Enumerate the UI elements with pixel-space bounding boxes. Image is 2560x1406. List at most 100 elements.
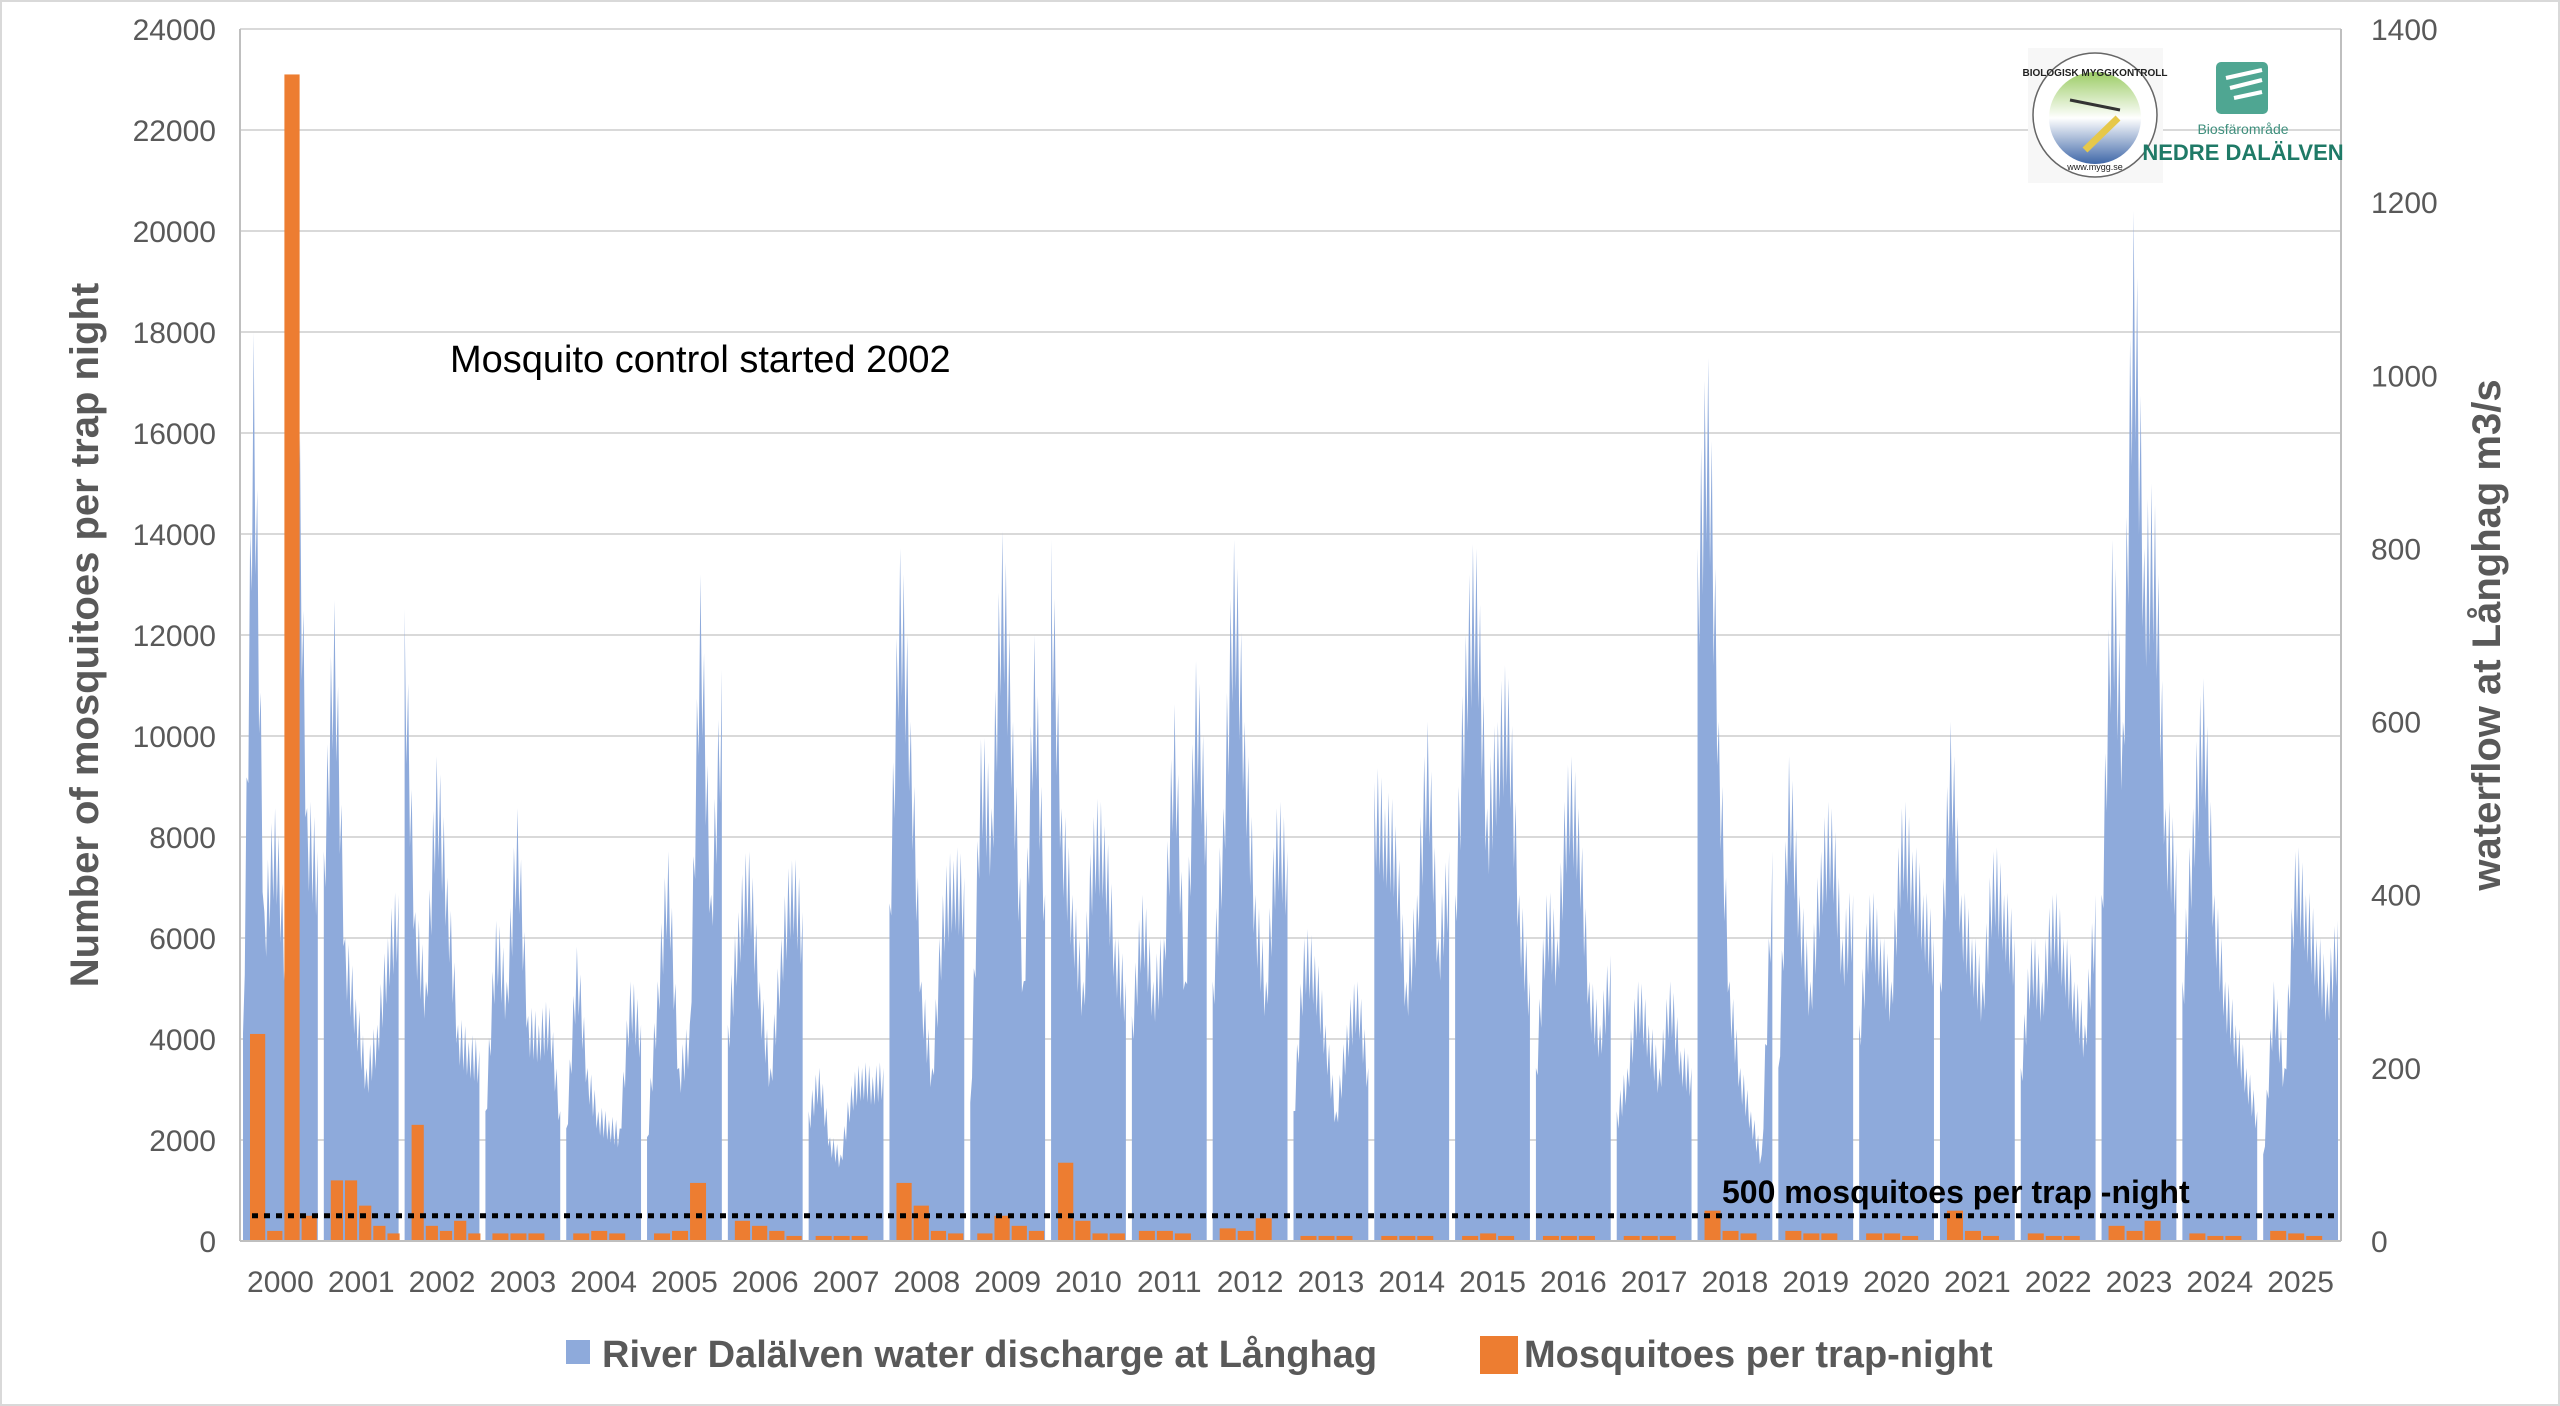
mosquito-bar [1542, 1235, 1559, 1241]
mosquito-bar [977, 1233, 993, 1241]
mosquito-bar [1866, 1233, 1883, 1241]
x-tick-label: 2000 [247, 1266, 314, 1299]
mosquito-bar [1219, 1228, 1236, 1241]
mosquito-bar [344, 1180, 358, 1241]
mosquito-bar [2027, 1233, 2044, 1241]
mosquito-bar [1156, 1230, 1173, 1241]
annotation-control-start: Mosquito control started 2002 [450, 339, 951, 381]
mosquito-bar [1138, 1230, 1155, 1241]
mosquito-bar [1399, 1235, 1416, 1241]
logo-text: BIOLOGISK MYGGKONTROLL [2023, 68, 2168, 79]
x-tick-label: 2014 [1378, 1266, 1445, 1299]
x-tick-label: 2009 [974, 1266, 1041, 1299]
mosquito-bar [2126, 1230, 2143, 1241]
left-axis-title: Number of mosquitoes per trap night [63, 283, 107, 987]
legend-label-discharge: River Dalälven water discharge at Långha… [602, 1334, 1377, 1376]
left-tick-label: 0 [199, 1226, 216, 1259]
mosquito-bar [1318, 1235, 1335, 1241]
discharge-area [2101, 210, 2177, 1241]
left-tick-label: 14000 [133, 519, 216, 552]
mosquito-series [250, 74, 2323, 1242]
x-tick-label: 2004 [570, 1266, 637, 1299]
x-tick-label: 2023 [2106, 1266, 2173, 1299]
mosquito-bar [1028, 1230, 1045, 1241]
x-tick-label: 2006 [732, 1266, 799, 1299]
x-tick-label: 2010 [1055, 1266, 1122, 1299]
mosquito-bar [1498, 1235, 1515, 1241]
discharge-area [889, 548, 965, 1241]
right-tick-label: 400 [2371, 880, 2421, 913]
left-tick-label: 6000 [149, 923, 216, 956]
x-tick-label: 2005 [651, 1266, 718, 1299]
mosquito-bar [2045, 1235, 2062, 1241]
mosquito-bar [1982, 1235, 1999, 1241]
left-tick-label: 10000 [133, 721, 216, 754]
discharge-area [1697, 357, 1773, 1241]
left-tick-label: 16000 [133, 418, 216, 451]
right-tick-label: 1200 [2371, 187, 2438, 220]
mosquito-bar [492, 1233, 509, 1241]
logo-biologisk-myggkontroll: BIOLOGISK MYGGKONTROLL www.mygg.se [2023, 48, 2168, 183]
left-tick-label: 18000 [133, 317, 216, 350]
mosquito-bar [468, 1233, 481, 1241]
right-tick-label: 1400 [2371, 14, 2438, 47]
legend-swatch-discharge [566, 1340, 590, 1364]
discharge-area [566, 946, 642, 1241]
discharge-area [1535, 756, 1611, 1241]
mosquito-bar [591, 1230, 608, 1241]
discharge-area [1131, 660, 1207, 1241]
mosquito-bar [2207, 1235, 2224, 1241]
mosquito-bar [2225, 1235, 2242, 1241]
mosquito-bar [1578, 1235, 1595, 1241]
mosquito-bar [1075, 1220, 1091, 1241]
right-axis-title: waterflow at Långhag m3/s [2465, 379, 2509, 891]
mosquito-bar [1255, 1218, 1272, 1241]
discharge-area [404, 609, 480, 1241]
discharge-area [1939, 721, 2015, 1241]
mosquito-bar [1109, 1233, 1125, 1241]
mosquito-bar [1785, 1230, 1802, 1241]
logo-url: www.mygg.se [2066, 162, 2123, 172]
left-tick-label: 2000 [149, 1125, 216, 1158]
mosquito-bar [1803, 1233, 1820, 1241]
mosquito-bar [1417, 1235, 1434, 1241]
mosquito-bar [573, 1233, 590, 1241]
logo-small-text: Biosfärområde [2197, 121, 2288, 137]
mosquito-bar [815, 1235, 832, 1241]
left-tick-label: 24000 [133, 14, 216, 47]
mosquito-bar [913, 1205, 929, 1241]
mosquito-bar [654, 1233, 671, 1241]
x-tick-label: 2019 [1782, 1266, 1849, 1299]
x-tick-label: 2002 [409, 1266, 476, 1299]
x-tick-label: 2013 [1298, 1266, 1365, 1299]
mosquito-bar [387, 1233, 400, 1241]
mosquito-bar [1381, 1235, 1398, 1241]
mosquito-bar [510, 1233, 527, 1241]
x-tick-label: 2022 [2025, 1266, 2092, 1299]
mosquito-bar [1300, 1235, 1317, 1241]
mosquito-bar [411, 1124, 424, 1241]
mosquito-bar [1011, 1225, 1027, 1241]
mosquito-bar [896, 1182, 912, 1241]
x-tick-label: 2021 [1944, 1266, 2011, 1299]
mosquito-bar [2108, 1225, 2125, 1241]
mosquito-bar [1480, 1233, 1497, 1241]
x-tick-label: 2008 [893, 1266, 960, 1299]
discharge-area [1051, 539, 1126, 1241]
discharge-area [323, 600, 399, 1241]
right-tick-label: 200 [2371, 1053, 2421, 1086]
mosquito-bar [267, 1230, 283, 1241]
mosquito-bar [1462, 1235, 1479, 1241]
mosquito-bar [851, 1235, 868, 1241]
mosquito-bar [1641, 1235, 1658, 1241]
threshold-label: 500 mosquitoes per trap -night [1722, 1174, 2190, 1210]
mosquito-bar [930, 1230, 947, 1241]
x-tick-label: 2011 [1137, 1266, 1202, 1299]
discharge-area [2020, 892, 2096, 1241]
mosquito-bar [528, 1233, 545, 1241]
mosquito-bar [994, 1215, 1010, 1241]
x-tick-label: 2001 [328, 1266, 395, 1299]
mosquito-bar [1704, 1210, 1721, 1241]
discharge-area [1293, 928, 1369, 1241]
mosquito-bar [1237, 1230, 1254, 1241]
